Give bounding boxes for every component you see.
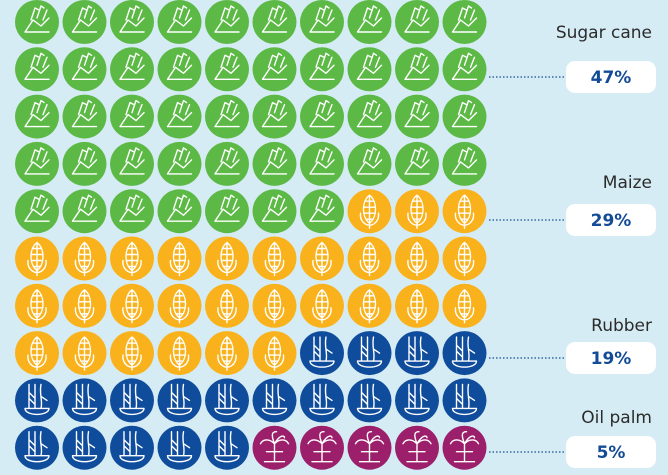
waffle-cell — [300, 47, 344, 92]
waffle-cell — [205, 0, 249, 44]
value-pill — [566, 342, 656, 374]
waffle-cell — [347, 47, 392, 92]
waffle-cell — [157, 94, 202, 139]
waffle-cell — [15, 425, 59, 470]
waffle-cell — [157, 0, 202, 44]
waffle-cell — [300, 0, 344, 44]
legend-label: Oil palm — [581, 408, 652, 428]
waffle-cell — [62, 141, 107, 186]
waffle-cell — [15, 0, 59, 44]
waffle-cell — [110, 378, 154, 423]
waffle-cell — [252, 141, 297, 186]
legend-label: Rubber — [591, 316, 652, 336]
waffle-cell — [442, 94, 487, 139]
waffle-cell — [15, 189, 59, 234]
value-pill — [566, 204, 656, 236]
waffle-cell — [395, 0, 439, 44]
waffle-cell — [62, 425, 107, 470]
waffle-cell — [442, 47, 487, 92]
waffle-cell — [395, 331, 439, 376]
waffle-cell — [157, 378, 202, 423]
waffle-cell — [300, 141, 344, 186]
waffle-cell — [300, 378, 344, 423]
waffle-cell — [252, 0, 297, 44]
waffle-cell — [395, 47, 439, 92]
waffle-cell — [15, 141, 59, 186]
waffle-cell — [300, 189, 344, 234]
value-pill — [566, 436, 656, 468]
waffle-cell — [62, 378, 107, 423]
waffle-cell — [442, 331, 487, 376]
waffle-cell — [110, 94, 154, 139]
waffle-cell — [442, 141, 487, 186]
waffle-cell — [252, 94, 297, 139]
waffle-cell — [15, 47, 59, 92]
waffle-cell — [395, 94, 439, 139]
waffle-cell — [347, 331, 392, 376]
waffle-cell — [252, 189, 297, 234]
waffle-cell — [300, 94, 344, 139]
waffle-cell — [110, 47, 154, 92]
waffle-cell — [205, 189, 249, 234]
waffle-cell — [347, 141, 392, 186]
waffle-cell — [252, 47, 297, 92]
waffle-cell — [157, 47, 202, 92]
waffle-cell — [300, 331, 344, 376]
waffle-cell — [252, 378, 297, 423]
waffle-cell — [442, 378, 487, 423]
waffle-cell — [205, 141, 249, 186]
waffle-cell — [62, 0, 107, 44]
waffle-cell — [110, 0, 154, 44]
legend-label: Sugar cane — [556, 23, 652, 43]
waffle-cell — [110, 189, 154, 234]
value-label: 29% — [591, 211, 632, 231]
value-pill — [566, 61, 656, 93]
waffle-cell — [157, 141, 202, 186]
waffle-cell — [62, 94, 107, 139]
waffle-cell — [110, 141, 154, 186]
waffle-cell — [205, 425, 249, 470]
waffle-cell — [347, 94, 392, 139]
value-label: 19% — [591, 349, 632, 369]
waffle-cell — [347, 378, 392, 423]
legend-label: Maize — [603, 173, 652, 193]
waffle-cell — [205, 378, 249, 423]
waffle-cell — [157, 189, 202, 234]
waffle-cell — [62, 47, 107, 92]
waffle-cell — [442, 0, 487, 44]
waffle-cell — [157, 425, 202, 470]
waffle-cell — [395, 141, 439, 186]
value-label: 47% — [591, 68, 632, 88]
waffle-cell — [395, 378, 439, 423]
waffle-cell — [15, 94, 59, 139]
waffle-cell — [347, 0, 392, 44]
waffle-cell — [205, 47, 249, 92]
waffle-cell — [110, 425, 154, 470]
value-label: 5% — [597, 443, 626, 463]
waffle-cell — [205, 94, 249, 139]
waffle-cell — [62, 189, 107, 234]
waffle-cell — [15, 378, 59, 423]
